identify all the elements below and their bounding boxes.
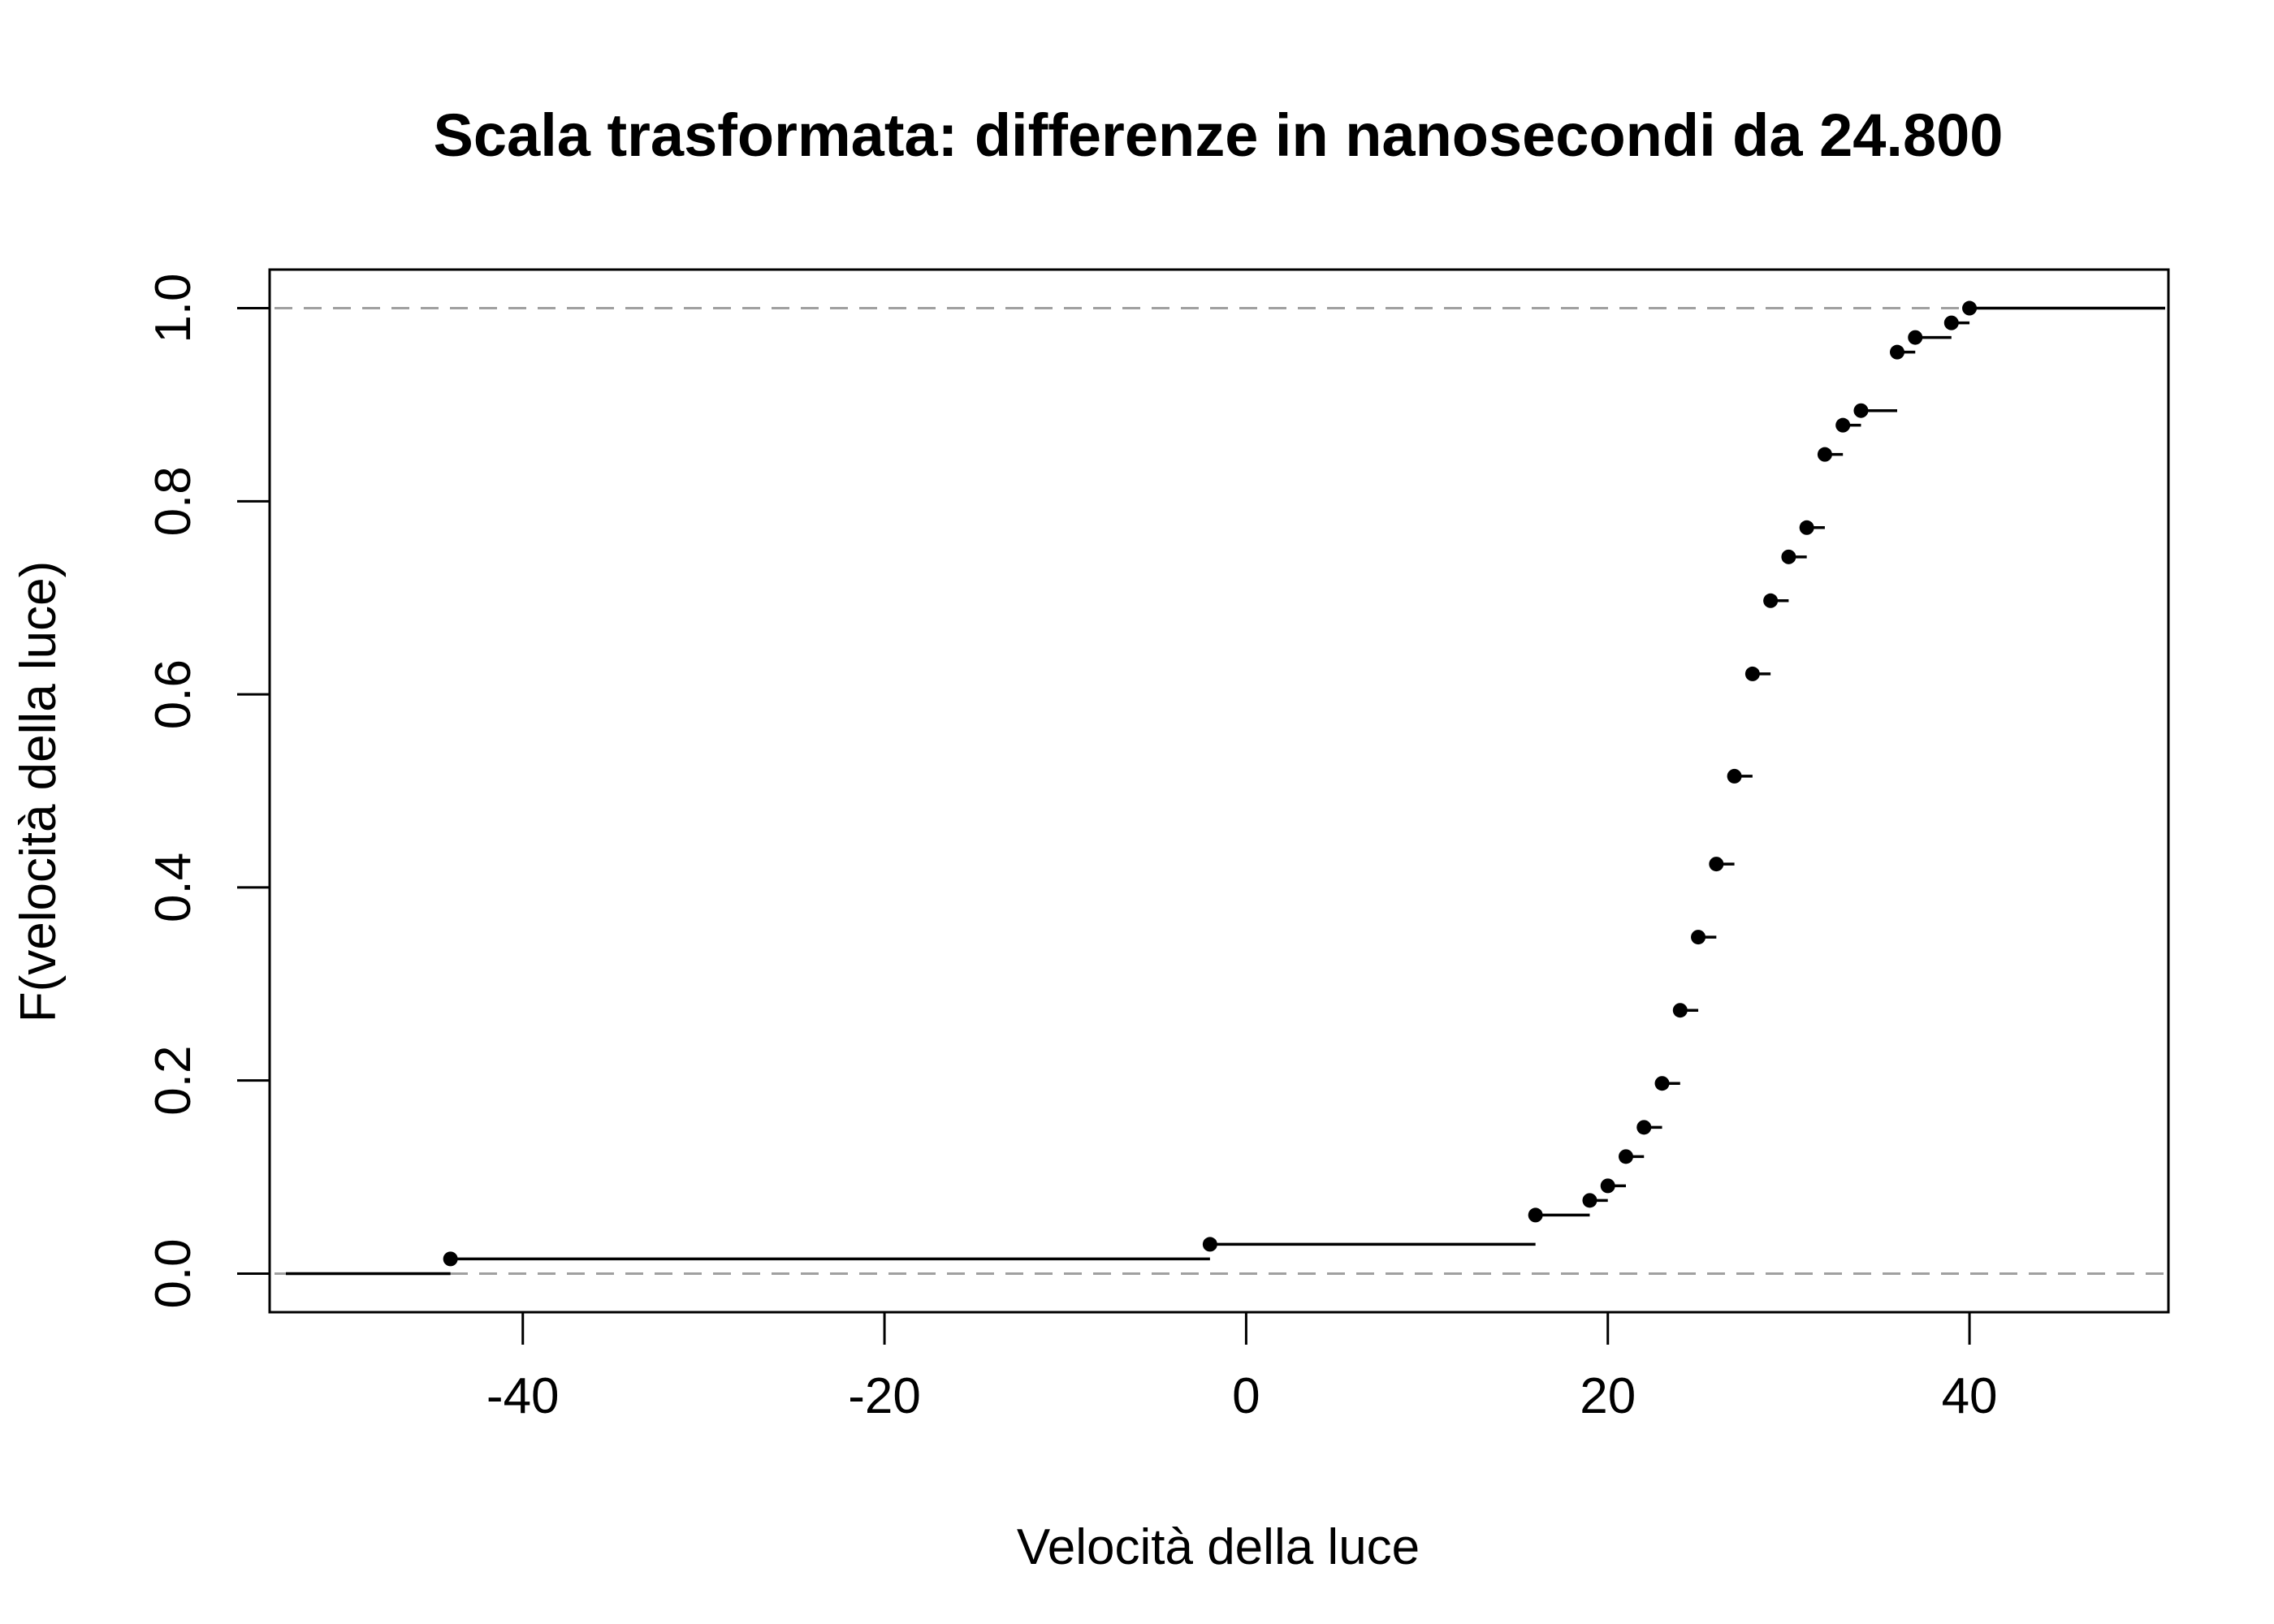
ecdf-point — [1962, 300, 1978, 316]
ecdf-point — [1654, 1076, 1670, 1091]
plot-frame — [268, 268, 2170, 1314]
ecdf-point — [1709, 857, 1724, 872]
ecdf-point — [1528, 1207, 1543, 1223]
ecdf-point — [1636, 1120, 1652, 1135]
y-tick-label: 0.0 — [145, 1238, 201, 1308]
ecdf-point — [1744, 666, 1760, 681]
ecdf-point — [1582, 1193, 1597, 1208]
ecdf-steps — [286, 306, 2165, 1276]
y-tick-label: 0.6 — [145, 659, 201, 729]
reference-lines — [275, 307, 2164, 1275]
y-axis: 0.0 0.2 0.4 0.6 0.8 1.0 — [145, 273, 270, 1309]
y-tick-label: 1.0 — [145, 273, 201, 343]
x-tick-label: 20 — [1580, 1368, 1636, 1424]
ecdf-point — [1619, 1149, 1633, 1164]
ecdf-point — [1853, 403, 1869, 418]
ecdf-point — [1908, 330, 1923, 345]
y-tick-label: 0.2 — [145, 1046, 201, 1116]
x-tick-label: -20 — [848, 1368, 921, 1424]
ecdf-point — [1781, 549, 1796, 564]
x-axis: -40 -20 0 20 40 — [486, 1312, 1998, 1424]
ecdf-point — [1817, 447, 1832, 462]
chart-title: Scala trasformata: differenze in nanosec… — [434, 102, 2004, 169]
ecdf-point — [1943, 315, 1959, 330]
ecdf-point — [1600, 1178, 1615, 1194]
ecdf-point — [1672, 1003, 1688, 1018]
x-axis-label: Velocità della luce — [1017, 1519, 1420, 1575]
ecdf-point — [1835, 417, 1851, 433]
y-tick-label: 0.4 — [145, 853, 201, 922]
ecdf-point — [1799, 520, 1814, 535]
ecdf-points — [443, 300, 1978, 1267]
ecdf-point — [1202, 1237, 1217, 1252]
ecdf-point — [1727, 768, 1742, 784]
ecdf-point — [1763, 593, 1779, 608]
ecdf-point — [1691, 930, 1706, 945]
y-tick-label: 0.8 — [145, 466, 201, 536]
ecdf-point — [443, 1251, 458, 1267]
x-tick-label: -40 — [486, 1368, 560, 1424]
ecdf-point — [1890, 344, 1904, 360]
x-tick-label: 0 — [1232, 1368, 1260, 1424]
y-axis-label: F(velocità della luce) — [11, 561, 67, 1023]
x-tick-label: 40 — [1942, 1368, 1998, 1424]
